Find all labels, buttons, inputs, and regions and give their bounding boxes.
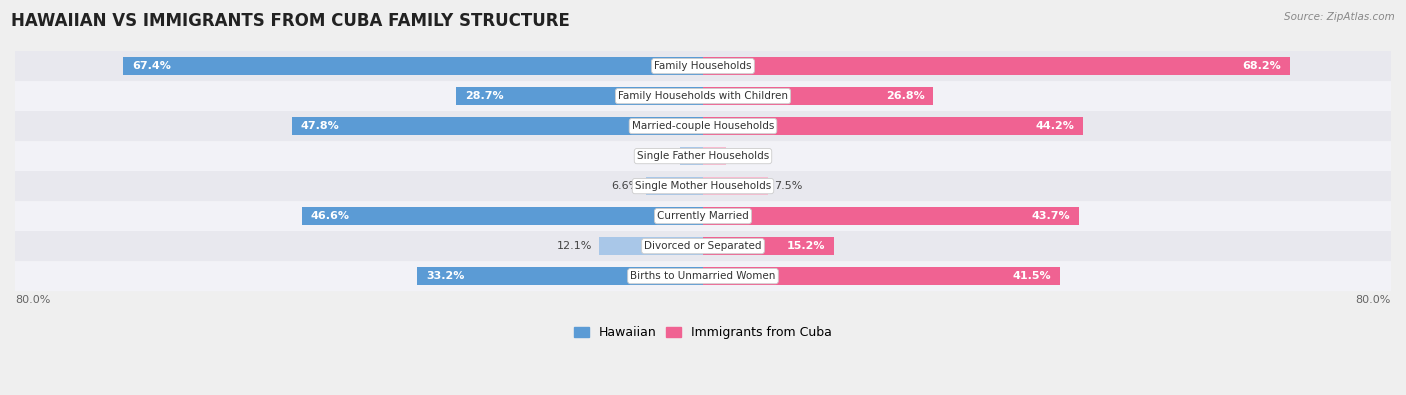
- Bar: [703, 117, 1083, 135]
- Text: 41.5%: 41.5%: [1012, 271, 1052, 281]
- Text: 6.6%: 6.6%: [612, 181, 640, 191]
- Text: 2.7%: 2.7%: [644, 151, 673, 161]
- Bar: [302, 207, 703, 226]
- FancyBboxPatch shape: [15, 111, 1391, 141]
- FancyBboxPatch shape: [15, 261, 1391, 291]
- Bar: [703, 57, 1289, 75]
- Text: 7.5%: 7.5%: [775, 181, 803, 191]
- Bar: [292, 117, 703, 135]
- FancyBboxPatch shape: [15, 81, 1391, 111]
- Text: 67.4%: 67.4%: [132, 61, 172, 71]
- Bar: [599, 237, 703, 256]
- Bar: [647, 177, 703, 196]
- Text: 80.0%: 80.0%: [1355, 295, 1391, 305]
- Bar: [703, 87, 934, 105]
- Text: Currently Married: Currently Married: [657, 211, 749, 221]
- Text: Source: ZipAtlas.com: Source: ZipAtlas.com: [1284, 12, 1395, 22]
- FancyBboxPatch shape: [15, 171, 1391, 201]
- Text: 43.7%: 43.7%: [1032, 211, 1070, 221]
- Text: Single Father Households: Single Father Households: [637, 151, 769, 161]
- Bar: [703, 237, 834, 256]
- FancyBboxPatch shape: [15, 51, 1391, 81]
- Text: 46.6%: 46.6%: [311, 211, 350, 221]
- FancyBboxPatch shape: [15, 141, 1391, 171]
- Text: Single Mother Households: Single Mother Households: [636, 181, 770, 191]
- Bar: [679, 147, 703, 166]
- Text: 80.0%: 80.0%: [15, 295, 51, 305]
- Bar: [456, 87, 703, 105]
- Bar: [703, 207, 1078, 226]
- Text: 12.1%: 12.1%: [557, 241, 592, 251]
- Text: 15.2%: 15.2%: [786, 241, 825, 251]
- FancyBboxPatch shape: [15, 231, 1391, 261]
- Bar: [124, 57, 703, 75]
- Bar: [418, 267, 703, 286]
- FancyBboxPatch shape: [15, 201, 1391, 231]
- Text: HAWAIIAN VS IMMIGRANTS FROM CUBA FAMILY STRUCTURE: HAWAIIAN VS IMMIGRANTS FROM CUBA FAMILY …: [11, 12, 569, 30]
- Bar: [703, 147, 727, 166]
- Text: 28.7%: 28.7%: [465, 91, 503, 101]
- Text: 47.8%: 47.8%: [301, 121, 339, 131]
- Text: Divorced or Separated: Divorced or Separated: [644, 241, 762, 251]
- Text: 68.2%: 68.2%: [1241, 61, 1281, 71]
- Text: Family Households with Children: Family Households with Children: [619, 91, 787, 101]
- Bar: [703, 267, 1060, 286]
- Bar: [703, 177, 768, 196]
- Text: 26.8%: 26.8%: [886, 91, 925, 101]
- Text: Births to Unmarried Women: Births to Unmarried Women: [630, 271, 776, 281]
- Text: 2.7%: 2.7%: [733, 151, 762, 161]
- Text: Family Households: Family Households: [654, 61, 752, 71]
- Legend: Hawaiian, Immigrants from Cuba: Hawaiian, Immigrants from Cuba: [568, 321, 838, 344]
- Text: 44.2%: 44.2%: [1036, 121, 1074, 131]
- Text: 33.2%: 33.2%: [426, 271, 464, 281]
- Text: Married-couple Households: Married-couple Households: [631, 121, 775, 131]
